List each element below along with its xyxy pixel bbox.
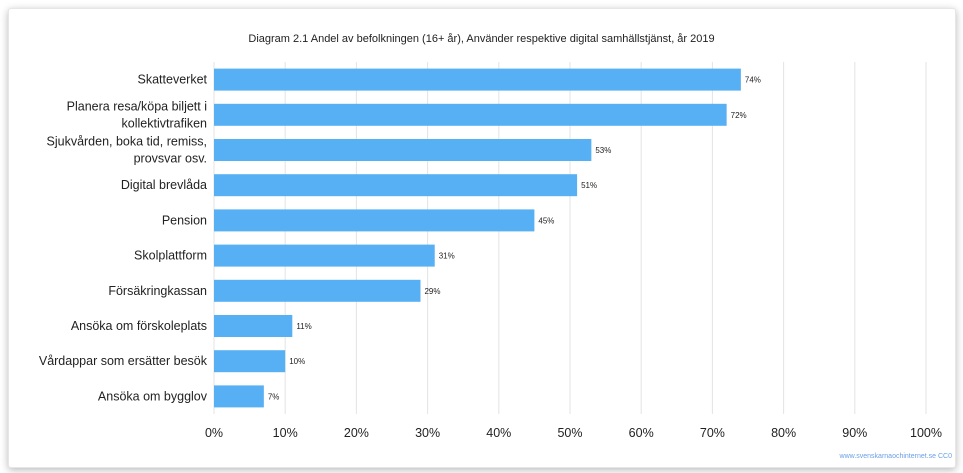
category-label: Skolplattform (134, 249, 207, 263)
category-label: Skatteverket (138, 73, 208, 87)
category-label: Ansöka om förskoleplats (71, 319, 207, 333)
x-tick-label: 80% (771, 426, 796, 440)
x-tick-label: 0% (205, 426, 223, 440)
x-tick-label: 60% (629, 426, 654, 440)
category-label: Ansöka om bygglov (98, 389, 208, 403)
x-tick-label: 40% (486, 426, 511, 440)
bar (214, 103, 727, 126)
category-label: Digital brevlåda (121, 178, 207, 192)
category-label: Försäkringkassan (108, 284, 207, 298)
data-label: 7% (268, 392, 280, 401)
data-label: 53% (595, 146, 611, 155)
bar (214, 385, 264, 408)
bar (214, 209, 535, 232)
x-tick-label: 100% (910, 426, 942, 440)
category-label: Pension (162, 213, 207, 227)
data-label: 45% (538, 216, 554, 225)
bar (214, 350, 286, 373)
data-label: 31% (439, 252, 455, 261)
category-label: kollektivtrafiken (122, 116, 207, 130)
x-tick-label: 90% (842, 426, 867, 440)
bar (214, 139, 592, 161)
data-label: 11% (296, 322, 311, 331)
bar (214, 174, 578, 197)
x-tick-label: 70% (700, 426, 725, 440)
bar (214, 279, 421, 302)
x-tick-label: 50% (557, 426, 582, 440)
data-label: 72% (731, 111, 747, 120)
x-tick-label: 10% (273, 426, 298, 440)
data-label: 10% (289, 357, 305, 366)
x-tick-label: 30% (415, 426, 440, 440)
data-label: 29% (424, 287, 440, 296)
category-label: provsvar osv. (134, 152, 207, 166)
category-label: Vårdappar som ersätter besök (39, 354, 208, 368)
data-label: 51% (581, 181, 597, 190)
source-credit: www.svenskarnaochinternet.se CC0 (839, 453, 952, 460)
bar (214, 68, 741, 91)
category-label: Planera resa/köpa biljett i (67, 99, 207, 113)
data-label: 74% (745, 76, 761, 85)
category-label: Sjukvården, boka tid, remiss, (47, 135, 208, 149)
bar (214, 244, 435, 267)
bar (214, 315, 293, 337)
x-tick-label: 20% (344, 426, 369, 440)
chart-title: Diagram 2.1 Andel av befolkningen (16+ å… (248, 33, 715, 45)
